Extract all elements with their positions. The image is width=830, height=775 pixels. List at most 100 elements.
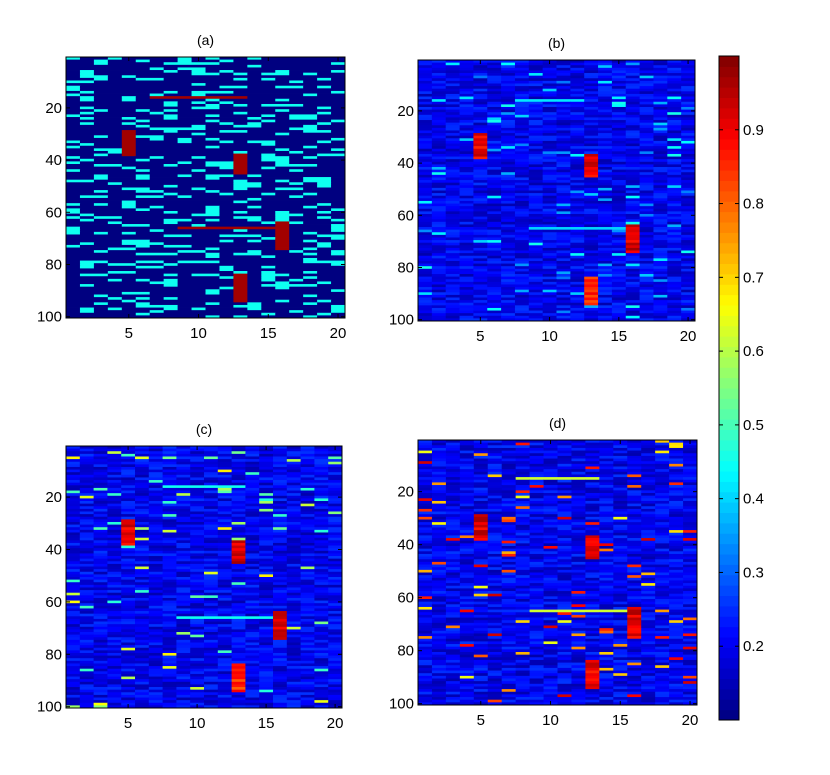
- heatmap-cell: [66, 622, 80, 625]
- heatmap-cell: [163, 509, 177, 512]
- heatmap-cell: [289, 182, 303, 185]
- heatmap-cell: [273, 556, 287, 559]
- heatmap-cell: [301, 535, 315, 538]
- heatmap-cell: [66, 587, 80, 590]
- heatmap-cell: [136, 206, 150, 209]
- heatmap-cell: [515, 264, 529, 267]
- heatmap-cell: [473, 232, 487, 235]
- heatmap-cell: [80, 572, 94, 575]
- heatmap-cell: [108, 263, 136, 266]
- heatmap-cell: [107, 603, 121, 606]
- heatmap-cell: [150, 112, 164, 115]
- heatmap-cell: [667, 78, 681, 81]
- heatmap-cell: [584, 209, 598, 212]
- heatmap-cell: [121, 627, 135, 630]
- heatmap-cell: [418, 204, 432, 207]
- heatmap-cell: [232, 519, 246, 522]
- heatmap-cell: [94, 250, 108, 253]
- heatmap-cell: [460, 266, 474, 269]
- heatmap-cell: [317, 146, 345, 149]
- heatmap-cell: [460, 193, 474, 196]
- heatmap-cell: [66, 185, 164, 188]
- heatmap-cell: [314, 527, 328, 530]
- heatmap-cell: [176, 535, 190, 538]
- heatmap-cell: [584, 146, 598, 149]
- heatmap-cell: [301, 590, 315, 593]
- heatmap-cell: [570, 65, 584, 68]
- heatmap-cell: [80, 208, 136, 211]
- heatmap-cell: [570, 185, 584, 188]
- heatmap-cell: [135, 527, 149, 530]
- heatmap-cell: [612, 136, 626, 139]
- heatmap-cell: [287, 587, 301, 590]
- heatmap-cell: [163, 464, 177, 467]
- heatmap-cell: [570, 157, 584, 160]
- heatmap-cell: [460, 269, 474, 272]
- heatmap-cell: [501, 120, 515, 123]
- heatmap-cell: [460, 154, 474, 157]
- heatmap-cell: [259, 587, 273, 590]
- heatmap-cell: [206, 253, 220, 256]
- heatmap-cell: [612, 261, 626, 264]
- heatmap-cell: [543, 284, 557, 287]
- heatmap-cell: [328, 574, 342, 577]
- heatmap-cell: [501, 277, 515, 280]
- heatmap-cell: [543, 266, 557, 269]
- heatmap-cell: [501, 170, 515, 173]
- heatmap-cell: [432, 206, 446, 209]
- heatmap-cell: [94, 692, 108, 695]
- heatmap-cell: [219, 60, 233, 63]
- heatmap-cell: [529, 256, 543, 259]
- heatmap-cell: [219, 86, 247, 89]
- heatmap-cell: [149, 496, 163, 499]
- heatmap-cell: [107, 538, 121, 541]
- heatmap-cell: [164, 138, 178, 141]
- heatmap-cell: [681, 251, 695, 254]
- heatmap-cell: [149, 553, 163, 556]
- heatmap-cell: [598, 196, 626, 199]
- heatmap-cell: [669, 453, 683, 456]
- heatmap-cell: [301, 616, 315, 619]
- heatmap-cell: [640, 120, 654, 123]
- heatmap-cell: [515, 102, 529, 105]
- heatmap-cell: [612, 120, 626, 123]
- heatmap-cell: [501, 144, 515, 147]
- heatmap-cell: [516, 443, 530, 446]
- heatmap-cell: [66, 227, 80, 230]
- heatmap-cell: [314, 551, 328, 554]
- heatmap-cell: [218, 614, 232, 617]
- heatmap-cell: [667, 86, 681, 89]
- heatmap-cell: [301, 530, 315, 533]
- heatmap-cell: [529, 217, 543, 220]
- heatmap-cell: [149, 525, 163, 528]
- heatmap-cell: [245, 483, 259, 486]
- heatmap-cell: [515, 149, 529, 152]
- heatmap-cell: [107, 551, 121, 554]
- heatmap-cell: [94, 540, 108, 543]
- heatmap-cell: [178, 195, 192, 198]
- heatmap-cell: [107, 472, 121, 475]
- heatmap-cell: [653, 316, 667, 319]
- heatmap-cell: [233, 141, 247, 144]
- heatmap-cell: [570, 130, 584, 133]
- heatmap-cell: [667, 164, 681, 167]
- heatmap-cell: [289, 148, 331, 151]
- heatmap-cell: [653, 149, 667, 152]
- heatmap-cell: [178, 284, 234, 287]
- heatmap-cell: [529, 300, 543, 303]
- heatmap-cell: [107, 491, 121, 494]
- heatmap-cell: [149, 653, 163, 656]
- heatmap-cell: [626, 175, 640, 178]
- heatmap-cell: [163, 695, 177, 698]
- heatmap-cell: [432, 248, 446, 251]
- heatmap-cell: [149, 643, 163, 646]
- heatmap-cell: [570, 68, 584, 71]
- heatmap-cell: [301, 684, 315, 687]
- heatmap-cell: [149, 666, 163, 669]
- heatmap-cell: [219, 101, 233, 104]
- heatmap-cell: [473, 282, 487, 285]
- heatmap-cell: [94, 122, 122, 125]
- heatmap-cell: [571, 453, 585, 456]
- heatmap-cell: [681, 183, 695, 186]
- heatmap-cell: [515, 235, 529, 238]
